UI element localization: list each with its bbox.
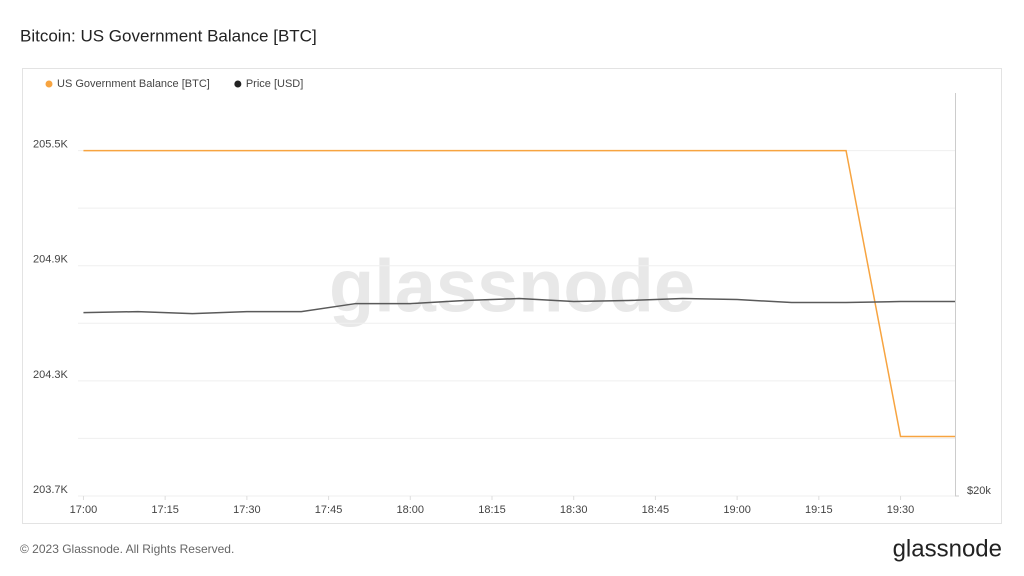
x-tick-label: 19:15	[805, 504, 833, 516]
legend-label: US Government Balance [BTC]	[57, 78, 210, 90]
x-tick-label: 17:00	[70, 504, 98, 516]
y-tick-label: 203.7K	[33, 484, 69, 496]
y-tick-label: 204.3K	[33, 369, 69, 381]
footer: © 2023 Glassnode. All Rights Reserved.	[20, 542, 234, 556]
x-tick-label: 18:30	[560, 504, 588, 516]
series-line	[83, 149, 955, 438]
chart-frame	[22, 68, 1002, 524]
x-tick-label: 17:30	[233, 504, 261, 516]
x-tick-label: 19:00	[723, 504, 751, 516]
legend-label: Price [USD]	[246, 78, 303, 90]
x-tick-label: 17:45	[315, 504, 343, 516]
chart-title: Bitcoin: US Government Balance [BTC]	[20, 26, 317, 45]
x-tick-label: 18:00	[397, 504, 425, 516]
brand-logo: glassnode	[893, 535, 1002, 562]
y-tick-label: 205.5K	[33, 138, 69, 150]
series-line	[83, 297, 955, 315]
legend-dot	[45, 80, 53, 88]
x-tick-label: 18:45	[642, 504, 670, 516]
x-tick-label: 18:15	[478, 504, 506, 516]
watermark: glassnode	[329, 245, 695, 328]
x-tick-label: 19:30	[887, 504, 915, 516]
y-tick-label: 204.9K	[33, 254, 69, 266]
y2-tick-label: $20k	[967, 485, 991, 497]
legend-dot	[234, 80, 242, 88]
x-tick-label: 17:15	[151, 504, 179, 516]
